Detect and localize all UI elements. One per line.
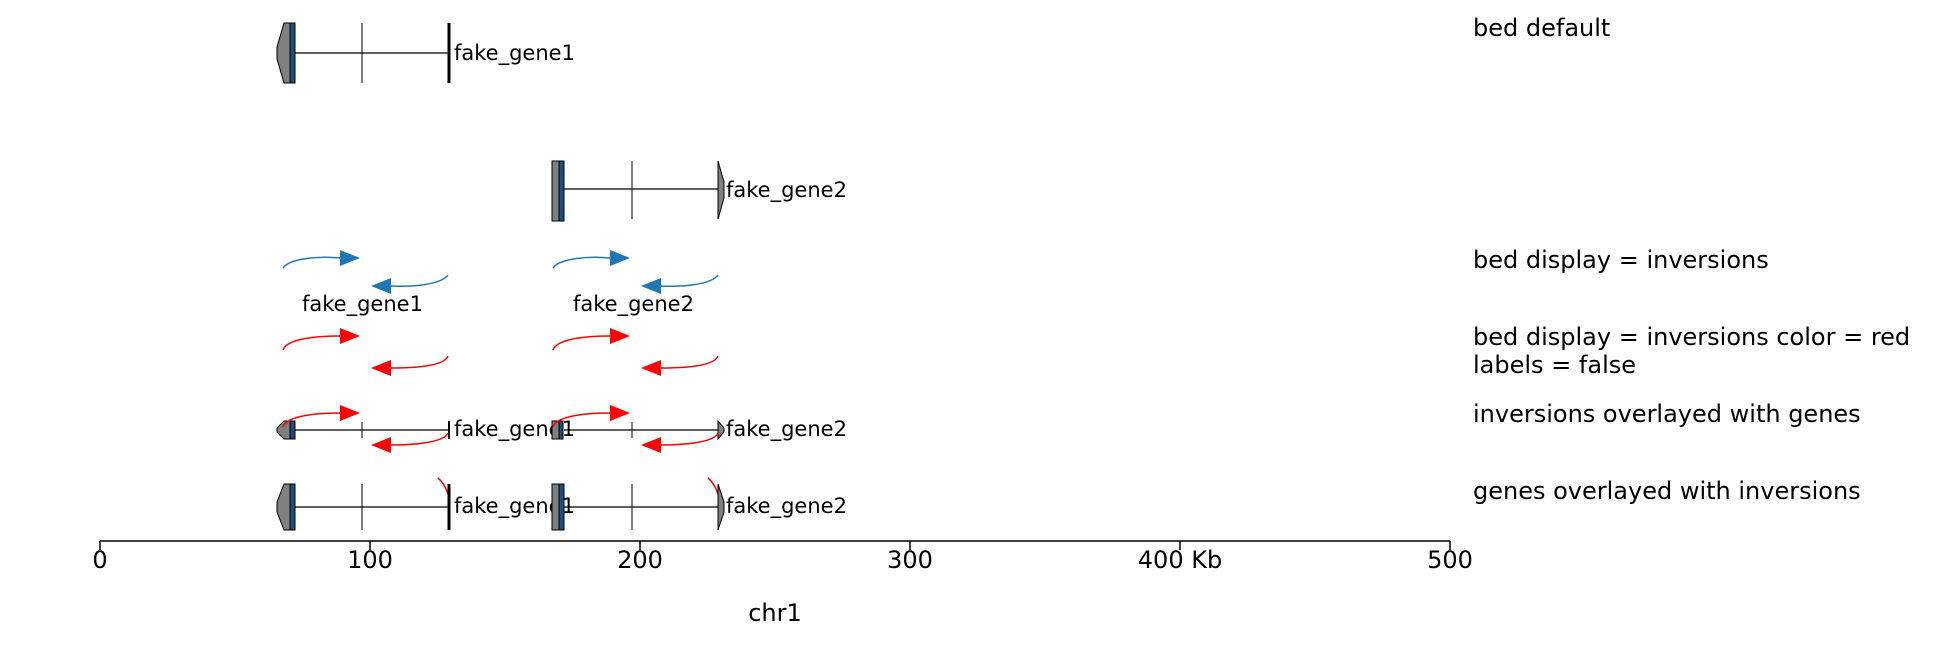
track-title-inversions-overlayed: inversions overlayed with genes xyxy=(1473,400,1861,428)
inversion-track-blue: fake_gene1 fake_gene2 xyxy=(282,250,719,317)
x-tick-label: 100 xyxy=(347,546,393,574)
gene-fake-gene2-row2: fake_gene2 xyxy=(551,160,847,222)
gene-cds-block xyxy=(558,160,565,222)
inversions-overlay-genes-track: fake_gene1 fake_gene2 xyxy=(276,405,847,453)
inversion-label: fake_gene1 xyxy=(302,292,423,317)
inversion-arrow-left xyxy=(371,360,391,376)
gene-label: fake_gene1 xyxy=(454,41,575,66)
x-axis: 0 100 200 300 400 Kb 500 chr1 xyxy=(92,540,1473,627)
inversion-arrow-left xyxy=(641,360,661,376)
inversion-track-red xyxy=(282,328,719,376)
inversion-arrow-left xyxy=(641,278,661,294)
x-tick-label: 400 Kb xyxy=(1138,546,1222,574)
inversion-arrow-right xyxy=(610,328,630,344)
x-tick-label: 300 xyxy=(887,546,933,574)
x-tick-label: 0 xyxy=(92,546,107,574)
inversion-arrow-right xyxy=(340,250,360,266)
gene-label: fake_gene2 xyxy=(726,178,847,203)
track-title-labels-false: labels = false xyxy=(1473,351,1636,379)
gene-utr-block xyxy=(551,160,560,222)
gene-utr-block xyxy=(276,22,291,84)
track-title-genes-overlayed: genes overlayed with inversions xyxy=(1473,477,1861,505)
gene-arrow-end xyxy=(717,160,725,220)
gene-label: fake_gene2 xyxy=(726,417,847,442)
inversion-label: fake_gene2 xyxy=(573,292,694,317)
genes-overlay-inversions-track: fake_gene1 fake_gene2 xyxy=(276,477,847,531)
inversion-arrow-left xyxy=(371,278,391,294)
x-tick-label: 500 xyxy=(1427,546,1473,574)
gene-cds-block xyxy=(289,22,296,84)
track-title-bed-inversions-red: bed display = inversions color = red xyxy=(1473,323,1910,351)
x-tick-label: 200 xyxy=(617,546,663,574)
track-title-bed-inversions: bed display = inversions xyxy=(1473,246,1769,274)
inversion-arrow-right xyxy=(610,250,630,266)
gene-fake-gene1-row1: fake_gene1 xyxy=(276,22,575,84)
track-title-bed-default: bed default xyxy=(1473,14,1610,42)
gene-label: fake_gene2 xyxy=(726,494,847,519)
x-axis-label: chr1 xyxy=(748,599,802,627)
inversion-arrow-right xyxy=(340,328,360,344)
